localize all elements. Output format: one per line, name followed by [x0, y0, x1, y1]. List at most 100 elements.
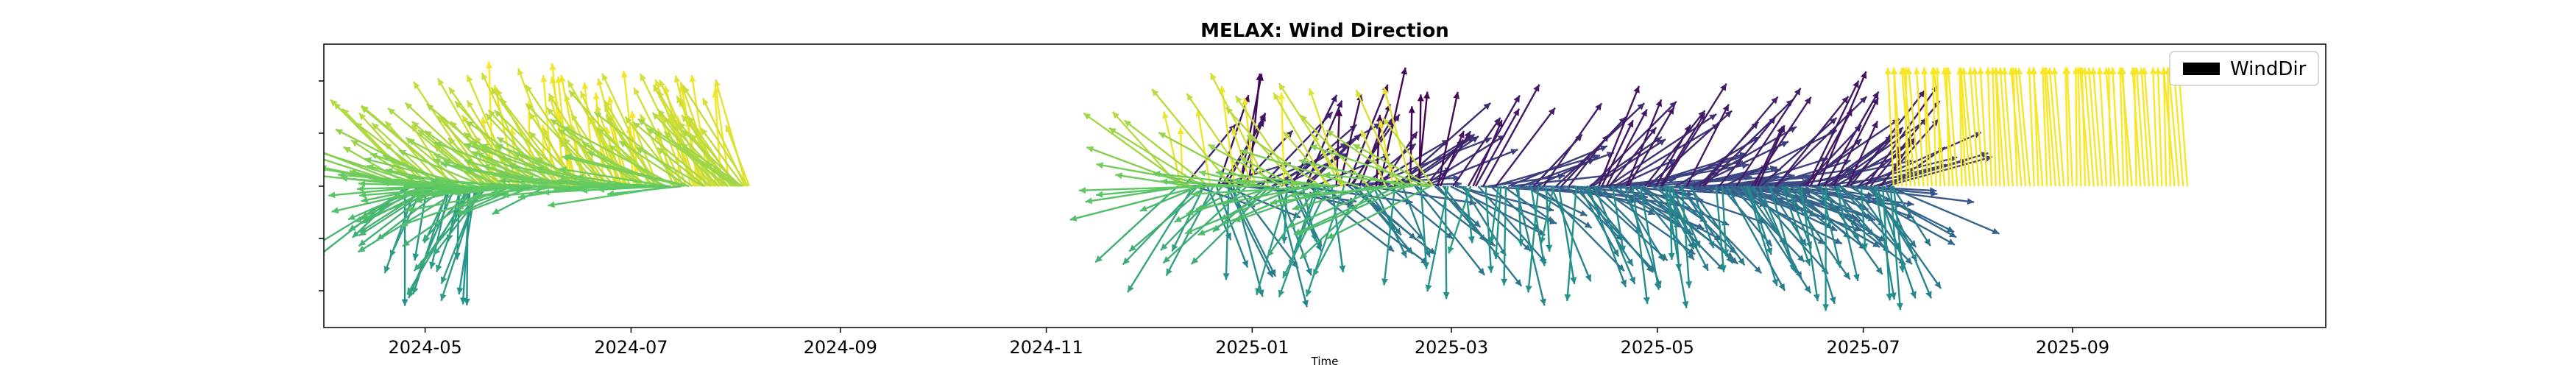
wind-arrow-752 [2103, 67, 2116, 187]
wind-arrow-414 [1355, 89, 1401, 187]
wind-arrow-38 [357, 185, 446, 192]
y-axis-ticks [319, 80, 324, 291]
wind-arrow-670 [1848, 185, 1956, 246]
wind-arrow-443 [1443, 185, 1450, 300]
wind-arrow-535 [1639, 185, 1661, 291]
wind-arrow-264 [680, 143, 743, 187]
wind-arrow-555 [1670, 185, 1702, 248]
wind-arrow-216 [562, 125, 676, 188]
wind-arrow-372 [1233, 185, 1336, 222]
wind-arrow-407 [1388, 185, 1454, 240]
wind-arrow-613 [1760, 116, 1838, 187]
wind-arrow-495 [1564, 185, 1577, 302]
wind-arrow-549 [1661, 83, 1727, 187]
wind-arrow-403 [1270, 185, 1383, 205]
x-axis-ticks: 2024-05 2024-07 2024-09 2024-11 2025-01 2025-… [388, 328, 2109, 358]
wind-arrow-40 [335, 128, 448, 188]
wind-arrow-314 [1160, 178, 1246, 188]
wind-arrow-210 [587, 151, 668, 188]
wind-arrow-357 [1195, 185, 1312, 211]
wind-arrow-643 [1806, 79, 1860, 187]
wind-arrow-588 [1721, 185, 1730, 257]
wind-arrow-651 [1819, 185, 1883, 275]
wind-arrow-362 [1278, 185, 1320, 298]
wind-arrow-439 [1437, 91, 1460, 187]
wind-arrow-586 [1718, 116, 1777, 187]
wind-arrow-116 [481, 72, 537, 187]
wind-arrow-423 [1289, 185, 1414, 199]
wind-arrow-492 [1568, 134, 1610, 187]
wind-arrow-705 [1900, 67, 1916, 187]
wind-arrow-434 [1326, 185, 1431, 240]
wind-arrow-455 [1474, 108, 1521, 187]
wind-arrow-761 [2141, 67, 2154, 187]
wind-arrow-568 [1690, 185, 1715, 249]
wind-arrow-531 [1633, 185, 1695, 261]
wind-arrow-60 [337, 171, 470, 188]
wind-arrow-482 [1543, 102, 1603, 187]
wind-arrow-728 [2001, 67, 2014, 187]
wind-arrow-327 [1153, 170, 1266, 188]
wind-arrow-510 [1601, 119, 1634, 187]
wind-arrow-125 [492, 185, 548, 216]
wind-arrow-224 [618, 140, 689, 188]
wind-arrow-750 [2096, 67, 2108, 187]
wind-arrow-317 [1186, 93, 1251, 187]
wind-arrow-160 [525, 84, 593, 187]
wind-arrow-678 [1860, 185, 1869, 250]
wind-arrow-131 [485, 113, 555, 187]
wind-arrow-726 [1993, 67, 2006, 187]
wind-arrow-175 [546, 107, 615, 187]
wind-arrow-514 [1607, 113, 1717, 187]
wind-arrow-454 [1472, 119, 1503, 187]
wind-arrow-287 [1171, 185, 1206, 252]
wind-arrow-347 [1234, 95, 1298, 187]
wind-arrow-480 [1525, 185, 1540, 293]
wind-arrow-412 [1395, 102, 1491, 187]
wind-arrow-363 [1246, 135, 1322, 187]
wind-arrow-471 [1515, 185, 1546, 306]
wind-arrow-695 [1887, 185, 2000, 235]
wind-arrow-201 [568, 90, 654, 187]
wind-arrow-113 [454, 100, 532, 187]
wind-arrow-639 [1800, 185, 1820, 302]
x-tick-label-8: 2025-09 [2036, 337, 2109, 358]
x-tick-label-7: 2025-07 [1826, 337, 1900, 358]
wind-arrow-505 [1593, 185, 1636, 285]
wind-arrow-575 [1701, 96, 1779, 187]
wind-arrow-92 [424, 130, 506, 187]
wind-arrow-481 [1540, 185, 1625, 272]
wind-arrow-255 [712, 86, 731, 187]
wind-arrow-389 [1312, 185, 1362, 277]
wind-arrow-735 [2030, 67, 2044, 187]
wind-arrow-655 [1822, 185, 1830, 311]
wind-arrow-697 [1889, 185, 1903, 311]
wind-arrow-441 [1439, 130, 1465, 187]
wind-arrow-272 [1162, 111, 1182, 187]
wind-arrow-432 [1323, 171, 1428, 188]
wind-arrow-212 [604, 180, 670, 188]
wind-arrow-562 [1681, 185, 1693, 289]
wind-arrow-662 [1836, 185, 1860, 282]
wind-arrow-623 [1775, 96, 1850, 187]
wind-arrow-238 [652, 84, 707, 187]
wind-arrow-53 [382, 180, 462, 188]
wind-arrow-459 [1485, 185, 1494, 273]
wind-arrow-515 [1609, 127, 1657, 187]
wind-arrow-64 [422, 185, 474, 242]
wind-arrow-442 [1442, 185, 1523, 287]
wind-arrow-467 [1501, 185, 1508, 286]
wind-arrow-134 [465, 120, 559, 187]
wind-arrow-307 [1219, 85, 1236, 187]
wind-arrow-444 [1425, 185, 1449, 292]
wind-arrow-526 [1625, 99, 1663, 187]
wind-arrow-349 [1184, 185, 1301, 235]
wind-arrow-420 [1326, 130, 1409, 187]
wind-arrow-485 [1550, 185, 1592, 282]
wind-arrow-227 [593, 111, 693, 187]
wind-arrow-74 [398, 149, 484, 188]
wind-arrow-209 [597, 185, 665, 193]
wind-arrow-604 [1746, 185, 1779, 287]
wind-arrow-707 [1914, 67, 1925, 187]
wind-arrow-361 [1266, 185, 1319, 258]
